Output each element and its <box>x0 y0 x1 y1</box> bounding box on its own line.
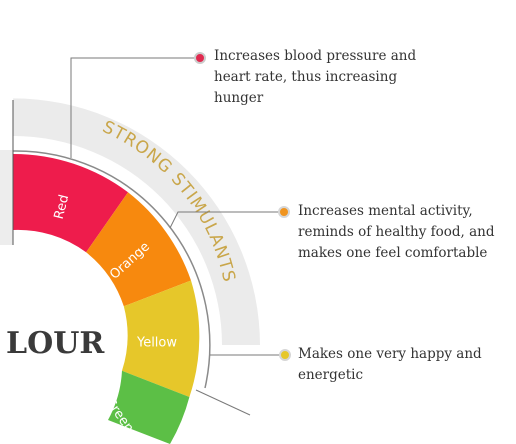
left-edge-strip <box>0 150 13 245</box>
connector-red <box>70 57 196 158</box>
annotation-orange: Increases mental activity, reminds of he… <box>298 201 494 264</box>
outer-ring-line <box>13 150 211 389</box>
annotation-red-line-3: hunger <box>214 90 264 106</box>
segment-green <box>108 370 190 444</box>
annotation-orange-line-3: makes one feel comfortable <box>298 245 488 261</box>
annotation-dot-orange <box>278 206 290 218</box>
annotation-orange-line-1: Increases mental activity, <box>298 203 473 219</box>
segment-red <box>13 153 129 253</box>
segment-yellow <box>122 280 200 397</box>
annotation-red-line-1: Increases blood pressure and <box>214 48 417 64</box>
annotation-yellow-line-2: energetic <box>298 367 364 383</box>
connector-orange <box>169 211 283 229</box>
annotation-yellow-line-1: Makes one very happy and <box>298 346 482 362</box>
annotation-dot-red <box>194 52 206 64</box>
annotation-red: Increases blood pressure and heart rate,… <box>214 46 416 109</box>
annotation-dot-yellow <box>279 349 291 361</box>
annotation-red-line-2: heart rate, thus increasing <box>214 69 398 85</box>
annotation-orange-line-2: reminds of healthy food, and <box>298 224 495 240</box>
segment-label-red: Red <box>52 193 73 221</box>
stimulants-band <box>13 98 260 346</box>
segment-orange <box>86 192 191 307</box>
connector-lower <box>195 389 251 416</box>
center-label: LOUR <box>6 326 105 361</box>
annotation-yellow: Makes one very happy and energetic <box>298 344 482 386</box>
segment-label-yellow: Yellow <box>136 336 177 351</box>
